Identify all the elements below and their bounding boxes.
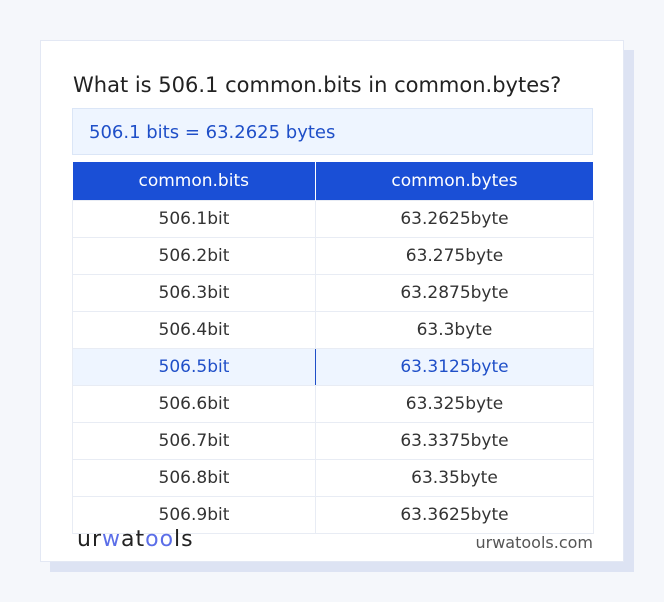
table-row: 506.9bit 63.3625byte [72,496,595,534]
bits-cell: 506.8bit [72,459,316,497]
table-row: 506.6bit 63.325byte [72,385,595,423]
conversion-table: common.bits common.bytes 506.1bit 63.2625… [72,162,595,534]
bits-cell: 506.6bit [72,385,316,423]
urwatools-logo[interactable]: urwatools [77,527,194,552]
bytes-cell: 63.3byte [314,311,595,349]
header-bytes: common.bytes [315,162,595,201]
converter-card: What is 506.1 common.bits in common.byte… [40,40,624,562]
table-row: 506.1bit 63.2625byte [72,200,595,238]
table-row: 506.3bit 63.2875byte [72,274,595,312]
table-row: 506.2bit 63.275byte [72,237,595,275]
table-row: 506.7bit 63.3375byte [72,422,595,460]
bytes-cell: 63.3125byte [314,348,595,386]
bits-cell: 506.1bit [72,200,316,238]
bytes-cell: 63.275byte [314,237,595,275]
header-bits: common.bits [72,162,316,201]
bytes-cell: 63.3625byte [314,496,595,534]
table-row: 506.5bit 63.3125byte [72,348,595,386]
bytes-cell: 63.2625byte [314,200,595,238]
bits-cell: 506.7bit [72,422,316,460]
bits-cell: 506.9bit [72,496,316,534]
bits-cell: 506.5bit [72,348,316,386]
page-title: What is 506.1 common.bits in common.byte… [73,73,562,97]
result-box: 506.1 bits = 63.2625 bytes [72,108,593,155]
bits-cell: 506.4bit [72,311,316,349]
bits-cell: 506.2bit [72,237,316,275]
site-link[interactable]: urwatools.com [475,533,594,552]
bytes-cell: 63.3375byte [314,422,595,460]
bits-cell: 506.3bit [72,274,316,312]
bytes-cell: 63.325byte [314,385,595,423]
table-row: 506.4bit 63.3byte [72,311,595,349]
bytes-cell: 63.2875byte [314,274,595,312]
bytes-cell: 63.35byte [314,459,595,497]
table-row: 506.8bit 63.35byte [72,459,595,497]
